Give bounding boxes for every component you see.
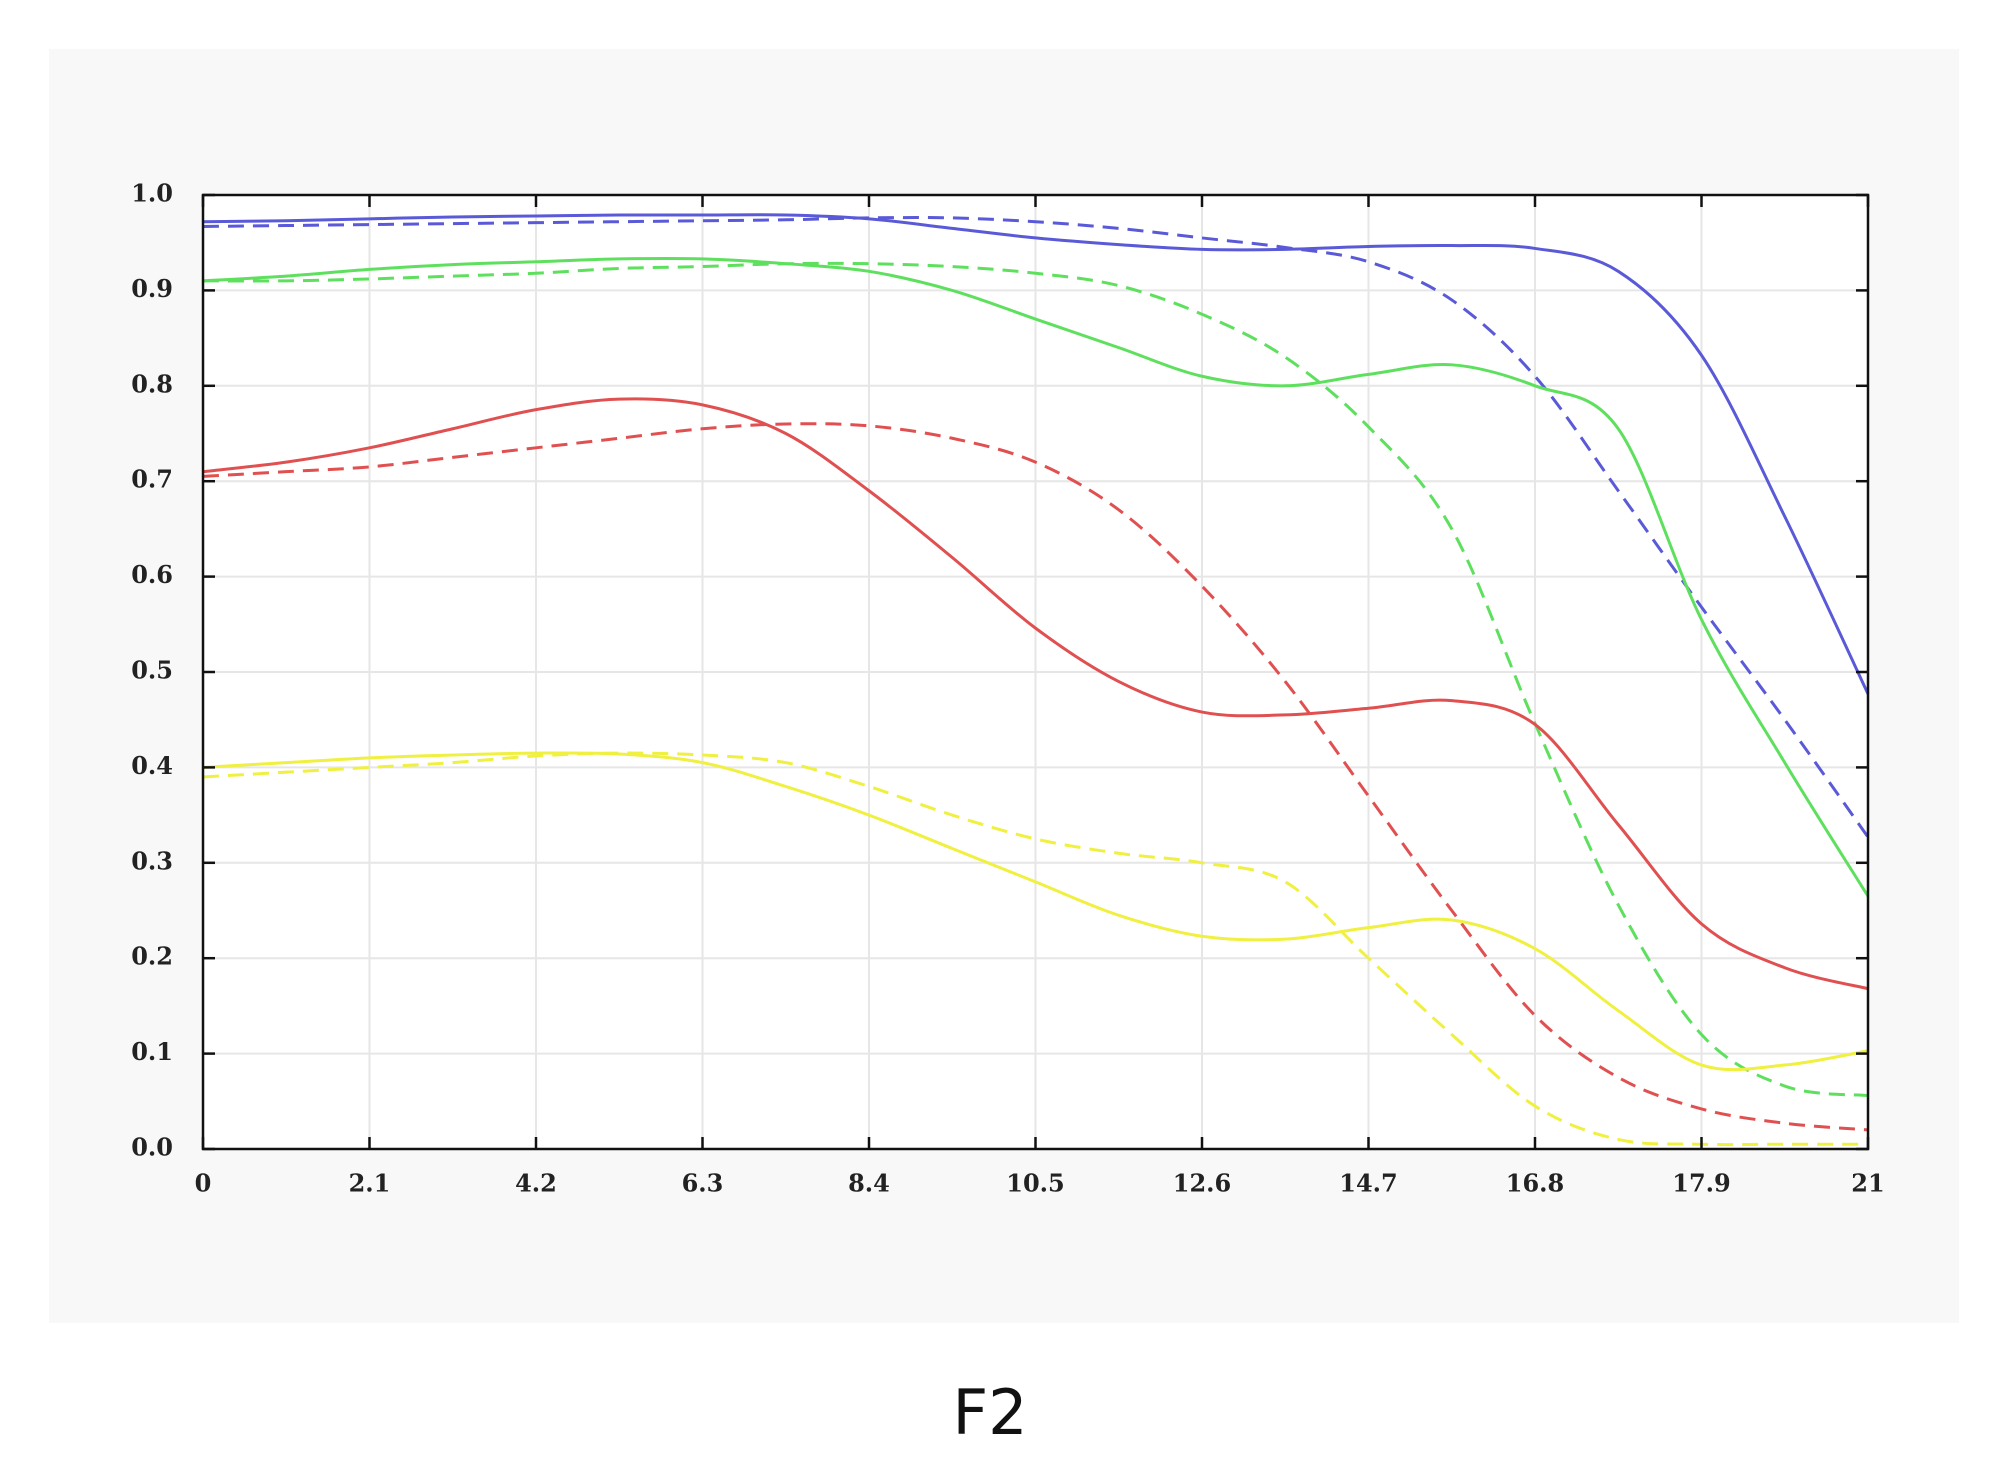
y-tick-label: 0.2 [131, 942, 173, 971]
series-line [202, 751, 1868, 1147]
y-tick-label: 0.8 [131, 369, 173, 398]
x-tick-label: 2.1 [349, 1169, 391, 1198]
x-tick-label: 21 [1851, 1169, 1884, 1198]
x-tick-label: 10.5 [1006, 1169, 1064, 1198]
series-line [202, 256, 1870, 897]
series-line [202, 397, 1869, 991]
y-tick-label: 0.5 [131, 656, 173, 685]
x-tick-label: 16.8 [1506, 1169, 1564, 1198]
y-tick-label: 0.1 [131, 1037, 173, 1066]
series-line [202, 261, 1869, 1098]
x-tick-label: 4.2 [515, 1169, 557, 1198]
ticks: 0.0 0.1 0.2 0.3 0.4 0.5 0.6 0.7 0.8 0.9 1.0 0 2.1 4.2… [131, 179, 1884, 1198]
y-tick-label: 0.3 [131, 846, 173, 875]
y-tick-label: 0.0 [131, 1133, 173, 1162]
x-tick-label: 17.9 [1672, 1169, 1730, 1198]
x-tick-label: 0 [195, 1169, 212, 1198]
y-tick-label: 0.6 [131, 560, 173, 589]
caption: F2 [952, 1376, 1027, 1449]
y-tick-label: 0.4 [131, 751, 173, 780]
x-tick-label: 14.7 [1339, 1169, 1397, 1198]
series-line [202, 213, 1870, 695]
lines [202, 213, 1870, 1147]
x-tick-label: 6.3 [682, 1169, 724, 1198]
y-tick-label: 1.0 [131, 179, 173, 208]
x-tick-label: 12.6 [1173, 1169, 1231, 1198]
series-line [202, 422, 1869, 1132]
y-tick-label: 0.9 [131, 274, 173, 303]
series-line [202, 751, 1869, 1072]
y-tick-label: 0.7 [131, 465, 173, 494]
series-line [202, 216, 1870, 838]
x-tick-label: 8.4 [848, 1169, 890, 1198]
